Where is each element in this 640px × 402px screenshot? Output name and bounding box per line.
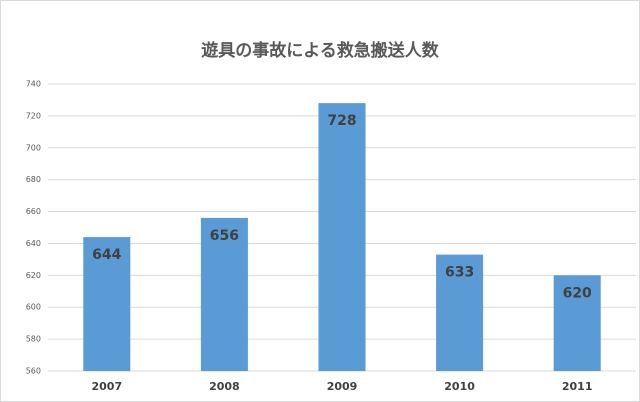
- y-tick-label: 720: [26, 111, 41, 120]
- data-label: 644: [92, 247, 121, 263]
- x-tick-label: 2009: [327, 380, 358, 393]
- data-label: 728: [327, 113, 356, 129]
- x-tick-label: 2008: [209, 380, 240, 393]
- x-tick-label: 2007: [91, 380, 122, 393]
- y-tick-label: 560: [26, 367, 41, 376]
- y-tick-label: 740: [26, 80, 41, 89]
- chart-title: 遊具の事故による救急搬送人数: [201, 40, 439, 61]
- y-tick-label: 600: [26, 303, 41, 312]
- y-tick-label: 580: [26, 335, 41, 344]
- y-tick-label: 680: [26, 175, 41, 184]
- data-label: 656: [210, 228, 239, 244]
- bar: [83, 237, 131, 371]
- y-tick-label: 620: [26, 271, 41, 280]
- x-tick-label: 2011: [562, 380, 593, 393]
- data-label: 620: [563, 285, 592, 301]
- bar: [436, 254, 484, 371]
- bar: [200, 217, 248, 371]
- data-label: 633: [445, 265, 474, 281]
- y-tick-label: 660: [26, 207, 41, 216]
- x-tick-label: 2010: [444, 380, 475, 393]
- y-tick-label: 640: [26, 239, 41, 248]
- y-tick-label: 700: [26, 143, 41, 152]
- bar: [318, 103, 366, 371]
- bar: [553, 275, 601, 371]
